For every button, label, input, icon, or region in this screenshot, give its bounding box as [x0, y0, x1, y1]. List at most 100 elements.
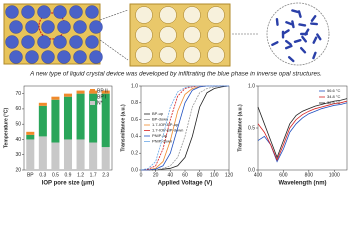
x-tick-label: 0.5 — [52, 172, 59, 178]
lc-rod — [284, 39, 292, 46]
sphere — [37, 5, 51, 19]
y-tick-label: 0.0 — [248, 167, 255, 173]
legend-swatch — [90, 101, 95, 105]
sphere — [5, 5, 19, 19]
y-tick-label: 1.0 — [131, 83, 138, 89]
bar-segment — [76, 93, 85, 140]
legend-label: PNIP-down — [152, 139, 172, 144]
x-tick-label: 600 — [279, 172, 288, 178]
y-tick-label: 0.6 — [131, 117, 138, 123]
sphere — [41, 20, 55, 34]
legend-label: BP-up — [152, 111, 164, 116]
lc-rod — [284, 44, 293, 50]
y-tick-label: 0.5 — [248, 125, 255, 131]
legend-label: BP II — [97, 88, 108, 94]
illustrations — [3, 2, 330, 67]
x-tick-label: 60 — [182, 172, 188, 178]
sphere — [21, 5, 35, 19]
pore — [207, 6, 225, 24]
y-tick-label: 20 — [15, 167, 21, 173]
zoom-lines — [99, 9, 129, 61]
legend-label: 1.7-IOP-BP-up — [152, 122, 179, 127]
sphere — [41, 50, 55, 64]
y-tick-label: 0.8 — [131, 100, 138, 106]
bar-segment — [89, 142, 98, 170]
bar-segment — [89, 93, 98, 143]
legend-label: BP-down — [152, 117, 168, 122]
y-tick-label: 50 — [15, 122, 21, 128]
x-tick-label: 0.9 — [65, 172, 72, 178]
lc-rod — [275, 17, 279, 26]
y-tick-label: 30 — [15, 152, 21, 158]
sphere — [57, 20, 71, 34]
sphere — [69, 35, 83, 49]
bar-segment — [38, 105, 47, 137]
pore — [159, 26, 177, 44]
bar-segment — [26, 134, 35, 140]
x-tick-label: 0 — [140, 172, 143, 178]
pore — [159, 46, 177, 64]
line-series — [257, 100, 348, 161]
y-tick-label: 0.0 — [131, 167, 138, 173]
sphere — [69, 5, 83, 19]
bar-segment — [26, 139, 35, 170]
lc-rod — [304, 28, 310, 36]
x-tick-label: 0.3 — [39, 172, 46, 178]
caption: A new type of liquid crystal device was … — [29, 71, 322, 78]
bar-segment — [51, 96, 60, 100]
lc-rod — [310, 22, 319, 26]
bar-segment — [51, 142, 60, 170]
sphere — [73, 20, 87, 34]
x-axis-label: IOP pore size (μm) — [42, 181, 95, 187]
sphere — [25, 20, 39, 34]
legend-label: PNIP-up — [152, 133, 168, 138]
sphere — [25, 50, 39, 64]
lc-rod — [291, 20, 295, 29]
bar-segment — [63, 139, 73, 170]
lc-rod — [312, 36, 318, 44]
legend-swatch — [90, 89, 95, 93]
y-tick-label: 40 — [15, 137, 21, 143]
sphere — [57, 50, 71, 64]
bar-segment — [101, 93, 110, 148]
pore — [183, 46, 201, 64]
line-series — [141, 85, 229, 171]
y-tick-label: 1.0 — [248, 83, 255, 89]
legend-label: BP I — [97, 94, 106, 100]
sphere — [53, 35, 67, 49]
legend-label: 56.6 °C — [327, 88, 340, 93]
pore — [135, 46, 153, 64]
legend-label: 1.7-IOP-BP-down — [152, 128, 183, 133]
lc-rod — [312, 51, 317, 60]
sphere — [21, 35, 35, 49]
y-tick-label: 70 — [15, 91, 21, 97]
x-axis-label: Applied Voltage (V) — [158, 181, 213, 187]
line-series — [141, 85, 230, 171]
pore — [207, 26, 225, 44]
lc-rod — [298, 23, 307, 27]
x-tick-label: 1.2 — [77, 172, 84, 178]
sphere — [9, 50, 23, 64]
x-tick-label: 100 — [210, 172, 219, 178]
x-tick-label: BP — [27, 172, 34, 178]
line-series — [140, 85, 229, 171]
lc-rod — [271, 41, 279, 47]
pore — [159, 6, 177, 24]
bar-segment — [101, 147, 110, 170]
lc-rod — [282, 29, 290, 35]
line-series — [140, 85, 229, 171]
sphere — [89, 50, 103, 64]
line-series — [141, 85, 229, 171]
x-tick-label: 800 — [305, 172, 314, 178]
lc-rod — [287, 56, 295, 63]
sphere — [37, 35, 51, 49]
pore — [183, 26, 201, 44]
y-axis-label: Temperature (°C) — [3, 108, 9, 149]
sphere — [53, 5, 67, 19]
legend-label: 34.8 °C — [327, 94, 340, 99]
legend-swatch — [90, 95, 95, 99]
lc-rod — [299, 46, 307, 54]
sphere — [5, 35, 19, 49]
pore — [135, 6, 153, 24]
x-tick-label: 1000 — [329, 172, 340, 178]
